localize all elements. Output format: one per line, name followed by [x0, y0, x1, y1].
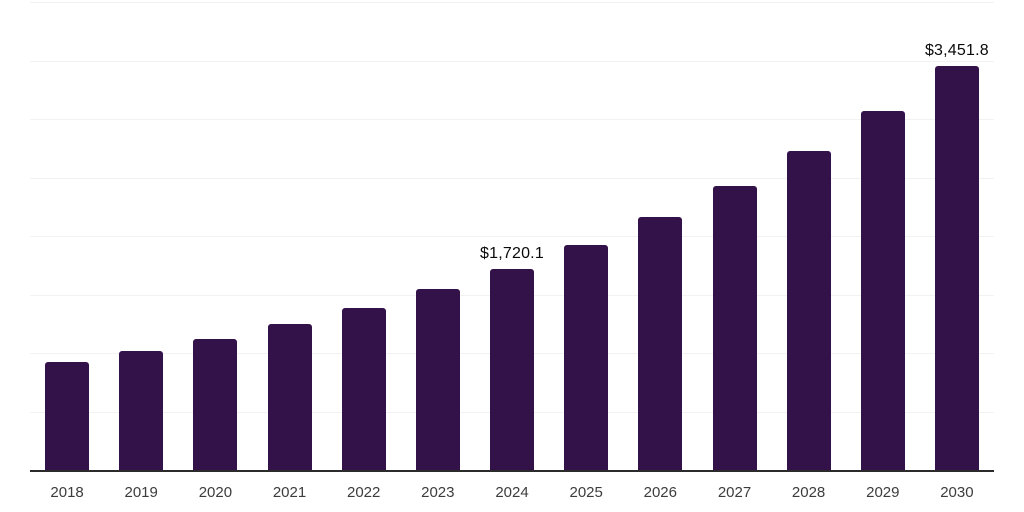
x-tick-label-2022: 2022 [347, 484, 381, 501]
x-axis-line [30, 470, 994, 472]
bar-2028 [786, 151, 831, 470]
gridline [30, 60, 994, 62]
bar-2021 [267, 324, 312, 470]
x-tick-label-2029: 2029 [866, 484, 900, 501]
bar-2026 [638, 217, 683, 470]
x-tick-label-2030: 2030 [940, 484, 974, 501]
bar-2022 [341, 308, 386, 470]
bar-2020 [193, 339, 238, 470]
bar-2027 [712, 186, 757, 470]
x-tick-label-2027: 2027 [717, 484, 752, 501]
x-tick-label-2020: 2020 [198, 484, 233, 501]
gridline [30, 119, 994, 120]
x-tick-label-2028: 2028 [791, 484, 826, 501]
bar-2024 [490, 269, 534, 470]
gridline [30, 177, 994, 179]
x-tick-label-2025: 2025 [569, 484, 603, 501]
bar-2025 [564, 245, 609, 470]
x-tick-label-2023: 2023 [421, 484, 455, 501]
x-tick-label-2026: 2026 [643, 484, 677, 501]
x-tick-label-2024: 2024 [495, 484, 529, 501]
x-tick-label-2018: 2018 [50, 484, 84, 501]
bar-2030 [934, 66, 979, 470]
data-label-2030: $3,451.8 [924, 42, 989, 59]
bar-2029 [860, 111, 905, 470]
bar-2023 [415, 289, 460, 470]
gridline [30, 2, 994, 3]
bar-2018 [45, 362, 90, 470]
gridline [30, 236, 994, 237]
x-tick-label-2019: 2019 [124, 484, 158, 501]
data-label-2024: $1,720.1 [480, 245, 544, 262]
x-tick-label-2021: 2021 [272, 484, 307, 501]
bar-2019 [119, 351, 164, 470]
